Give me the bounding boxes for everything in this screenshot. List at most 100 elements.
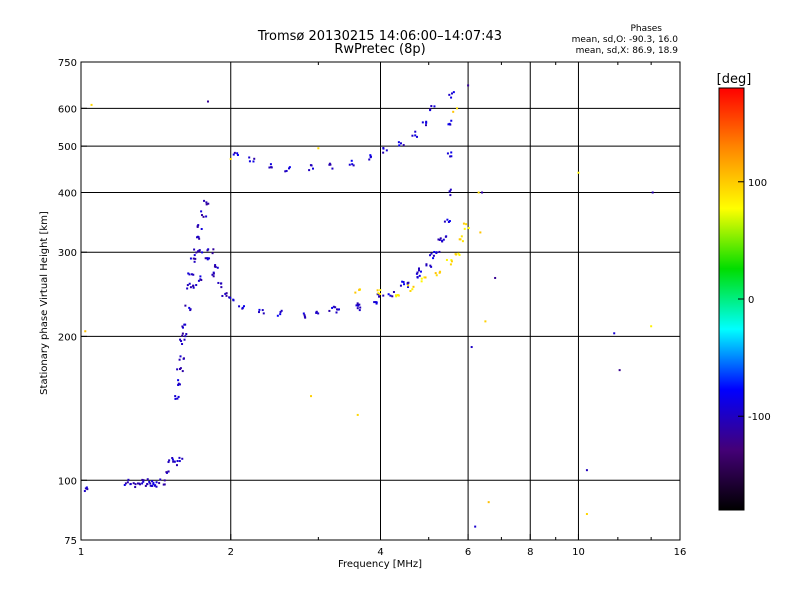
data-point [407,285,410,288]
data-point [193,260,196,263]
data-point [206,258,209,261]
data-point [186,284,189,287]
data-point [165,471,168,474]
data-point [200,214,203,217]
data-point [192,286,195,289]
data-point [430,265,433,268]
data-point [86,488,89,491]
data-point [437,238,440,241]
data-point [177,384,180,387]
y-tick-label: 75 [64,536,77,547]
data-point [217,281,220,284]
data-point [397,141,400,144]
data-point [211,273,214,276]
data-point [449,123,452,126]
data-point [193,254,196,257]
data-point [216,266,219,269]
data-point [470,346,473,349]
data-point [221,294,224,297]
data-point [176,460,179,463]
data-point [457,252,460,255]
data-point [184,335,187,338]
data-point [205,215,208,218]
data-point [385,149,388,152]
data-point [434,272,437,275]
data-point [280,309,283,312]
data-point [350,159,353,162]
data-point [441,239,444,242]
data-point [150,484,153,487]
chart-title: Tromsø 20130215 14:06:00–14:07:43 [257,29,502,44]
data-point [127,478,130,481]
data-point [335,311,338,314]
data-point [184,323,187,326]
data-point [401,280,404,283]
data-point [458,238,461,241]
colorbar-tick-label: 0 [748,295,754,306]
data-point [181,332,184,335]
data-point [189,257,192,260]
data-point [146,483,149,486]
data-point [407,284,410,287]
data-point [205,201,208,204]
grid-lines [81,62,680,540]
data-point [192,257,195,260]
data-point [152,483,155,486]
data-point [207,248,210,251]
data-point [467,84,470,87]
data-point [288,166,291,169]
data-point [425,264,428,267]
data-point [438,238,441,241]
data-point [438,250,441,253]
data-point [144,484,147,487]
y-tick-label: 600 [58,104,77,115]
data-point [379,293,382,296]
data-point [142,480,145,483]
data-point [577,171,580,174]
data-point [435,274,438,277]
data-point [212,271,215,274]
data-point [288,167,291,170]
data-point [391,295,394,298]
colorbar-label: [deg] [717,72,752,87]
data-point [84,487,87,490]
data-point [182,357,185,360]
data-point [415,135,418,138]
data-point [248,160,251,163]
data-point [359,306,362,309]
data-point [425,263,428,266]
data-point [202,215,205,218]
data-point [195,284,198,287]
data-point [398,144,401,147]
data-point [433,105,436,108]
data-point [285,169,288,172]
data-point [179,355,182,358]
data-point [415,272,418,275]
data-point [262,312,265,315]
data-point [153,484,156,487]
data-point [177,382,180,385]
data-point [419,270,422,273]
data-point [479,231,482,234]
data-point [302,312,305,315]
data-point [445,258,448,261]
data-point [195,251,198,254]
data-point [181,343,184,346]
data-point [409,289,412,292]
data-point [214,264,217,267]
data-point [356,302,359,305]
data-point [450,259,453,262]
data-point [188,273,191,276]
data-point [377,292,380,295]
y-tick-label: 500 [58,142,77,153]
data-point [650,325,653,328]
data-point [450,155,453,158]
data-point [425,124,428,127]
data-point [487,501,490,504]
data-point [185,333,188,336]
data-point [197,224,200,227]
data-point [358,303,361,306]
data-points [83,84,654,528]
data-point [328,309,331,312]
data-point [149,484,152,487]
